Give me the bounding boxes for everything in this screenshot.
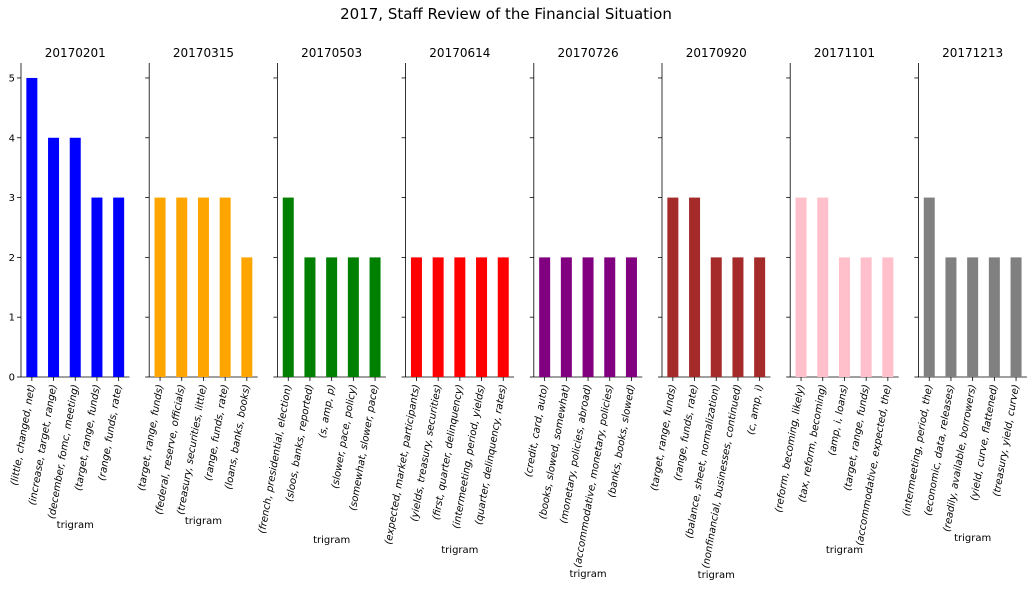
- bar: [838, 257, 850, 377]
- y-tick-label: 2: [9, 253, 15, 264]
- y-tick-label: 1: [9, 313, 15, 324]
- bar: [967, 257, 979, 377]
- bar: [497, 257, 509, 377]
- bar: [326, 257, 338, 377]
- x-axis-label: trigram: [954, 533, 991, 544]
- bar: [710, 257, 722, 377]
- bar: [154, 197, 166, 377]
- bar: [476, 257, 488, 377]
- x-tick-label: (amp, i, loans): [827, 384, 850, 457]
- bar: [241, 257, 253, 377]
- panel-title: 20170503: [301, 46, 362, 60]
- bar: [882, 257, 894, 377]
- bar: [69, 137, 81, 377]
- bar: [48, 137, 60, 377]
- panel-6: 20170920(target, range, funds)(range, fu…: [649, 46, 771, 581]
- bar: [219, 197, 231, 377]
- bar: [347, 257, 359, 377]
- bar: [817, 197, 829, 377]
- bar: [795, 197, 807, 377]
- bar: [860, 257, 872, 377]
- panel-title: 20170726: [558, 46, 619, 60]
- x-axis-label: trigram: [57, 520, 94, 531]
- bar: [754, 257, 766, 377]
- bar: [176, 197, 188, 377]
- bar: [197, 197, 209, 377]
- x-tick-label: (range, funds, rate): [97, 384, 125, 482]
- panel-3: 20170503 (french, presidential, election)…: [257, 46, 386, 546]
- panel-title: 20170614: [429, 46, 490, 60]
- panel-title: 20171101: [814, 46, 875, 60]
- bar: [988, 257, 1000, 377]
- bar: [539, 257, 551, 377]
- panel-2: 20170315(target, range, funds)(federal, …: [136, 46, 258, 527]
- bar: [923, 197, 935, 377]
- x-axis-label: trigram: [313, 535, 350, 546]
- panel-title: 20170315: [173, 46, 234, 60]
- bar: [304, 257, 316, 377]
- y-tick-label: 3: [9, 193, 15, 204]
- y-tick-label: 5: [9, 73, 15, 84]
- y-tick-label: 0: [9, 373, 15, 384]
- x-axis-label: trigram: [698, 570, 735, 581]
- x-tick-label: (french, presidential, election): [257, 384, 294, 535]
- y-tick-label: 4: [9, 133, 15, 144]
- panel-title: 20170201: [45, 46, 106, 60]
- panel-7: 20171101(reform, becoming, likely)(tax, …: [774, 46, 899, 556]
- x-axis-label: trigram: [826, 545, 863, 556]
- x-tick-label: (c, amp, i): [746, 384, 766, 436]
- bar: [410, 257, 422, 377]
- panel-title: 20170920: [686, 46, 747, 60]
- bar: [432, 257, 444, 377]
- bar: [582, 257, 594, 377]
- panel-title: 20171213: [942, 46, 1003, 60]
- bar: [604, 257, 616, 377]
- bar: [945, 257, 957, 377]
- x-axis-label: trigram: [569, 569, 606, 580]
- bar: [369, 257, 381, 377]
- panel-4: 20170614(expected, market, participants)…: [383, 46, 515, 556]
- panel-8: 20171213(intermeeting, period, the)(econ…: [901, 46, 1027, 544]
- bar: [1010, 257, 1022, 377]
- bar: [113, 197, 125, 377]
- bar: [625, 257, 637, 377]
- bar: [282, 197, 294, 377]
- bar: [91, 197, 103, 377]
- bar: [732, 257, 744, 377]
- panel-5: 20170726(credit, card, auto)(books, slow…: [523, 46, 643, 580]
- x-axis-label: trigram: [185, 516, 222, 527]
- bar: [26, 77, 38, 377]
- figure-title: 2017, Staff Review of the Financial Situ…: [340, 5, 672, 23]
- bar: [454, 257, 466, 377]
- bar: [667, 197, 679, 377]
- x-axis-label: trigram: [441, 545, 478, 556]
- x-tick-label: (s, amp, p): [317, 384, 337, 439]
- bar: [689, 197, 701, 377]
- bar: [560, 257, 572, 377]
